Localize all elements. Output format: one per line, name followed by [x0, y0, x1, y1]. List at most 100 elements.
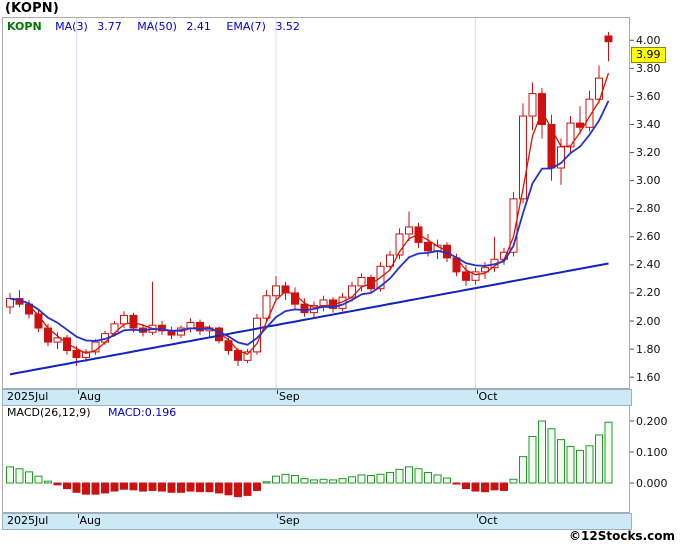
macd-bar-negative	[53, 482, 62, 486]
macd-bar-positive	[424, 471, 432, 484]
month-label: Oct	[478, 514, 498, 527]
macd-bar-positive	[329, 479, 337, 484]
macd-bar-negative	[243, 482, 252, 496]
macd-bar-positive	[443, 477, 451, 484]
candle-body	[243, 351, 252, 361]
macd-bar-positive	[604, 421, 613, 484]
macd-bar-negative	[253, 482, 261, 491]
macd-bar-negative	[129, 482, 138, 491]
candle-body	[585, 98, 594, 128]
macd-bar-positive	[34, 475, 43, 484]
candle-body	[528, 93, 537, 117]
candle-body	[395, 233, 404, 256]
page-title: (KOPN)	[5, 1, 60, 16]
macd-bar-positive	[557, 439, 565, 484]
macd-bar-positive	[386, 471, 394, 484]
macd-bar-positive	[272, 475, 280, 484]
macd-bar-negative	[91, 482, 100, 495]
ma50-value: 2.41	[186, 20, 211, 33]
candle-body	[262, 295, 271, 319]
macd-bar-positive	[15, 468, 24, 484]
candle-body	[576, 122, 584, 128]
month-tick	[277, 390, 278, 394]
macd-bar-negative	[110, 482, 119, 492]
macd-bar-negative	[490, 482, 499, 491]
candle-body	[110, 323, 119, 335]
candle-body	[405, 226, 413, 235]
month-label: Aug	[79, 390, 101, 403]
macd-bar-positive	[319, 478, 328, 484]
candle-body	[424, 241, 432, 252]
candle-body	[462, 271, 470, 281]
ma50-label: MA(50)	[137, 20, 177, 33]
candle-body	[281, 285, 290, 294]
copyright-label: ©12Stocks.com	[569, 529, 675, 543]
macd-bar-positive	[348, 476, 356, 484]
macd-bar-negative	[72, 482, 81, 493]
candle-body	[566, 122, 575, 148]
macd-bar-negative	[452, 482, 461, 485]
macd-bar-negative	[177, 482, 185, 493]
candle-body	[53, 337, 62, 343]
ema7-line	[9, 100, 610, 346]
macd-bar-positive	[281, 473, 290, 484]
candle-body	[509, 198, 518, 253]
ma3-value: 3.77	[97, 20, 122, 33]
candle-body	[538, 93, 546, 125]
date-axis-main: 2025Jul Aug Sep Oct	[2, 389, 632, 406]
macd-bar-negative	[120, 482, 128, 490]
macd-bar-negative	[234, 482, 242, 498]
ema7-value: 3.52	[275, 20, 300, 33]
macd-bar-negative	[139, 482, 147, 492]
macd-bar-negative	[500, 482, 508, 491]
macd-bar-negative	[196, 482, 204, 493]
month-gridlines	[76, 18, 476, 388]
month-tick	[277, 514, 278, 518]
macd-bar-positive	[376, 473, 385, 484]
macd-bar-negative	[471, 482, 480, 492]
macd-bar-positive	[44, 480, 52, 484]
date-axis-macd: 2025Jul Aug Sep Oct	[2, 513, 632, 530]
macd-bar-positive	[433, 474, 442, 484]
macd-legend: MACD(26,12,9) MACD:0.196	[7, 406, 176, 419]
macd-bar-positive	[547, 428, 556, 484]
macd-bar-positive	[262, 481, 271, 484]
candle-body	[186, 321, 195, 329]
ma3-line	[28, 72, 610, 356]
macd-bar-positive	[300, 478, 309, 484]
candle-body	[481, 267, 489, 273]
macd-bar-negative	[224, 482, 233, 496]
macd-bar-negative	[101, 482, 109, 494]
macd-bar-positive	[585, 445, 594, 484]
macd-bar-positive	[338, 478, 347, 484]
candle-body	[471, 271, 480, 281]
month-tick	[476, 390, 478, 394]
last-price-badge: 3.99	[631, 46, 666, 63]
macd-bar-positive	[6, 466, 14, 484]
main-chart-frame	[2, 17, 630, 389]
macd-bar-negative	[186, 482, 195, 492]
macd-bar-positive	[519, 456, 527, 484]
month-tick	[476, 514, 478, 518]
month-label: 2025Jul	[7, 514, 49, 527]
macd-bar-negative	[63, 482, 71, 490]
candle-body	[82, 351, 90, 359]
candle-body	[357, 277, 366, 287]
candle-body	[547, 123, 556, 169]
macd-bar-positive	[367, 475, 375, 484]
macd-bar-positive	[595, 434, 603, 484]
candle-body	[72, 350, 81, 359]
candle-body	[519, 115, 527, 200]
month-label: Aug	[79, 514, 101, 527]
candle-body	[158, 324, 166, 332]
ma50-line	[9, 262, 609, 376]
month-label: Sep	[279, 390, 300, 403]
candle-body	[120, 314, 128, 325]
candle-body	[367, 277, 375, 290]
month-tick	[77, 514, 79, 518]
macd-bar-positive	[310, 479, 318, 484]
ma3-label: MA(3)	[55, 20, 88, 33]
candle-body	[129, 314, 138, 329]
